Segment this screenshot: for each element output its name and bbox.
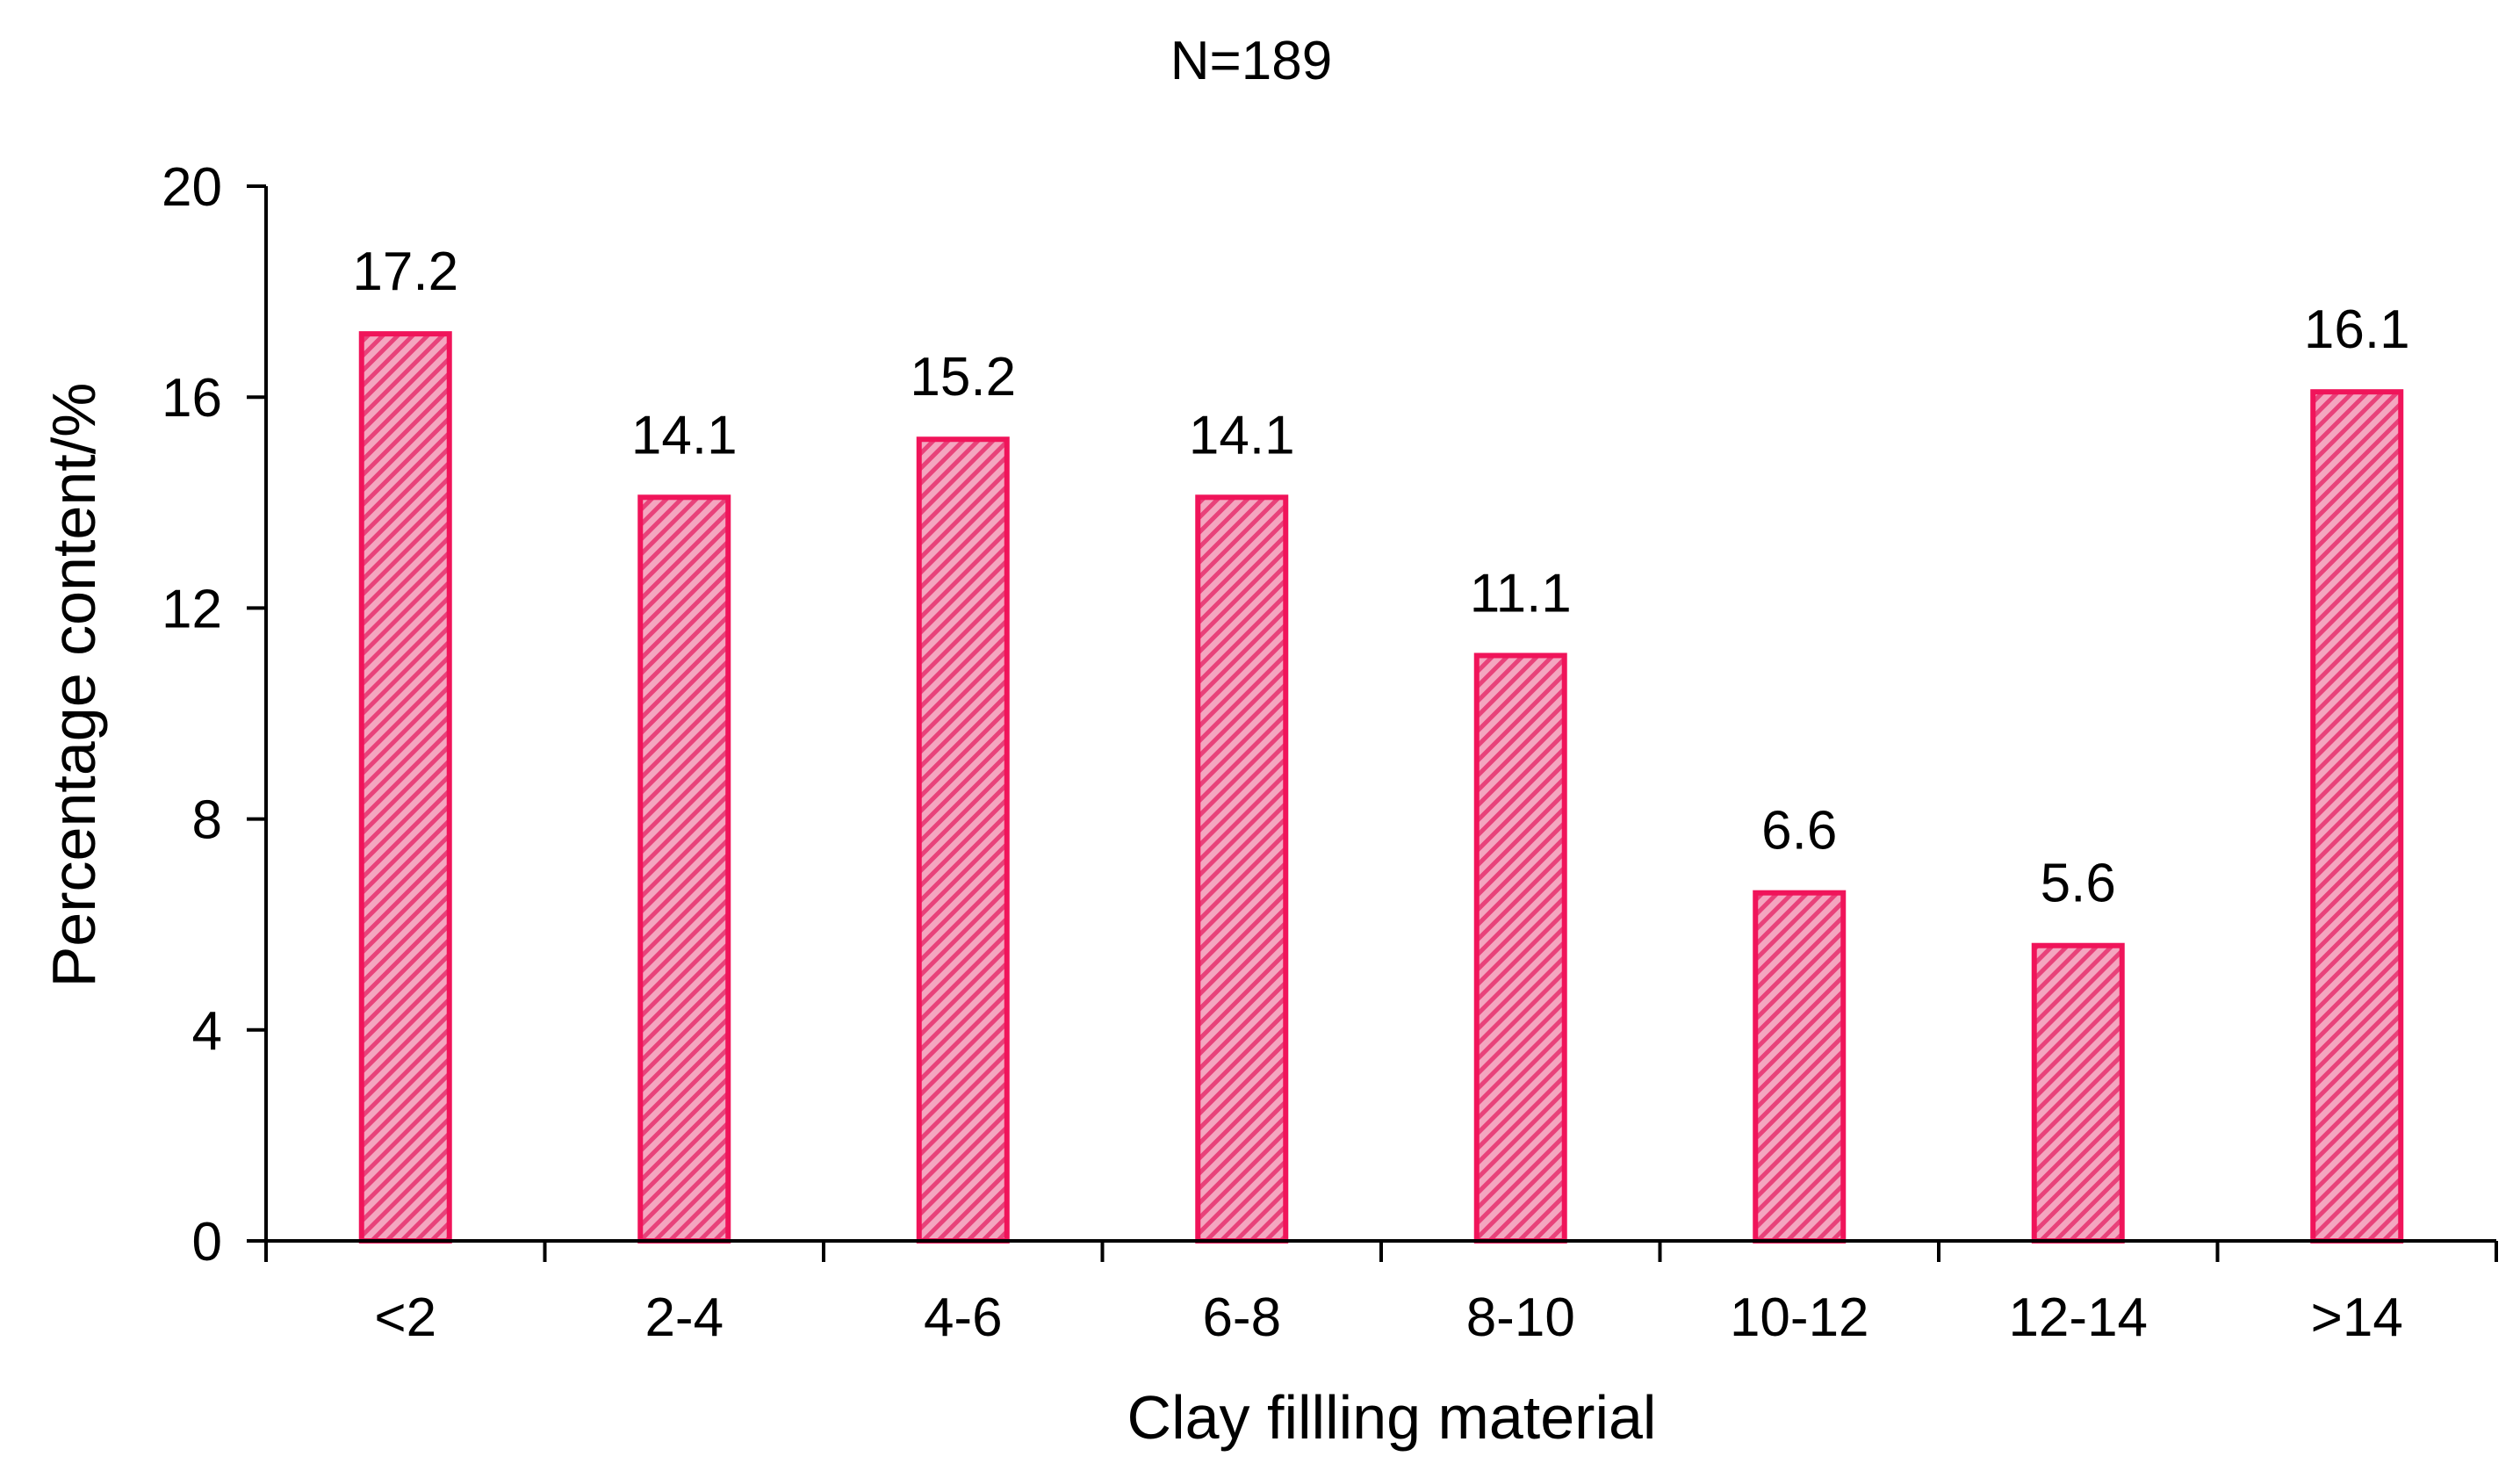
data-label-4: 14.1 <box>1189 405 1295 465</box>
y-axis-title: Percentage content/% <box>40 383 108 988</box>
axes: 0 4 8 12 16 20 <2 2-4 4-6 6-8 8-10 10-12 12-14 >14 <box>162 157 2498 1348</box>
data-label-2: 14.1 <box>631 405 738 465</box>
y-tick-label-3: 12 <box>162 579 222 639</box>
x-tick-label-3: 4-6 <box>924 1287 1003 1348</box>
data-label-6: 6.6 <box>1761 801 1837 862</box>
bar-3 <box>916 436 1010 1244</box>
x-tick-label-2: 2-4 <box>644 1287 724 1348</box>
y-tick-label-2: 8 <box>192 790 222 851</box>
y-tick-label-1: 4 <box>192 1001 222 1062</box>
bar-4 <box>1195 494 1289 1244</box>
bars <box>358 331 2404 1244</box>
data-labels: 17.2 14.1 15.2 14.1 11.1 6.6 5.6 16.1 <box>352 242 2409 914</box>
bar-8 <box>2310 389 2404 1244</box>
data-label-1: 17.2 <box>352 242 458 302</box>
y-tick-label-4: 16 <box>162 368 222 429</box>
chart-title: N=189 <box>1170 31 1332 91</box>
x-axis-title: Clay fillling material <box>1127 1383 1657 1452</box>
bar-1 <box>358 331 452 1244</box>
x-tick-label-4: 6-8 <box>1202 1287 1281 1348</box>
y-tick-label-0: 0 <box>192 1212 222 1273</box>
bar-7 <box>2031 942 2125 1244</box>
x-tick-label-6: 10-12 <box>1730 1287 1869 1348</box>
bar-5 <box>1473 652 1567 1244</box>
y-tick-label-5: 20 <box>162 157 222 218</box>
data-label-3: 15.2 <box>910 347 1016 407</box>
x-tick-label-7: 12-14 <box>2008 1287 2148 1348</box>
data-label-7: 5.6 <box>2041 854 2116 914</box>
x-tick-label-1: <2 <box>374 1287 436 1348</box>
data-label-5: 11.1 <box>1470 563 1572 624</box>
x-tick-label-5: 8-10 <box>1466 1287 1575 1348</box>
bar-6 <box>1753 890 1847 1244</box>
data-label-8: 16.1 <box>2304 299 2410 360</box>
x-tick-label-8: >14 <box>2311 1287 2403 1348</box>
bar-2 <box>637 494 731 1244</box>
